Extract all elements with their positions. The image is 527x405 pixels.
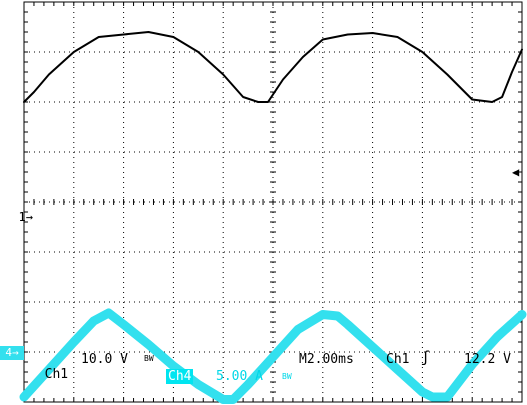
- rising-edge-icon: ʃ: [421, 348, 431, 366]
- ch1-readout[interactable]: Ch1: [29, 352, 68, 382]
- ch1-label: Ch1: [44, 367, 69, 382]
- waveform-traces: [19, 31, 527, 404]
- trigger-source[interactable]: Ch1: [386, 352, 410, 367]
- ch4-scale: 5.00 A: [216, 369, 263, 384]
- arrow-right-icon: →: [12, 346, 19, 359]
- ch1-ground-marker[interactable]: 1→: [4, 195, 33, 225]
- trigger-level[interactable]: 12.2 V: [464, 352, 511, 367]
- ch4-marker-label: 4: [5, 346, 12, 359]
- ch1-bandwidth-limit: BW: [144, 354, 154, 363]
- ch4-current-trace: [19, 308, 527, 404]
- ch4-bandwidth-limit: BW: [282, 372, 292, 381]
- timebase-readout[interactable]: M2.00ms: [299, 352, 354, 367]
- ch1-scale: 10.0 V: [81, 352, 128, 367]
- arrow-right-icon: →: [25, 210, 33, 224]
- ch1-voltage-trace: [23, 31, 523, 103]
- ch1-marker-label: 1: [18, 210, 26, 224]
- graticule: [23, 1, 523, 403]
- trigger-level-arrow-icon[interactable]: ◀: [512, 165, 520, 179]
- ch4-label[interactable]: Ch4: [166, 369, 194, 384]
- ch4-ground-marker[interactable]: 4→: [0, 346, 24, 360]
